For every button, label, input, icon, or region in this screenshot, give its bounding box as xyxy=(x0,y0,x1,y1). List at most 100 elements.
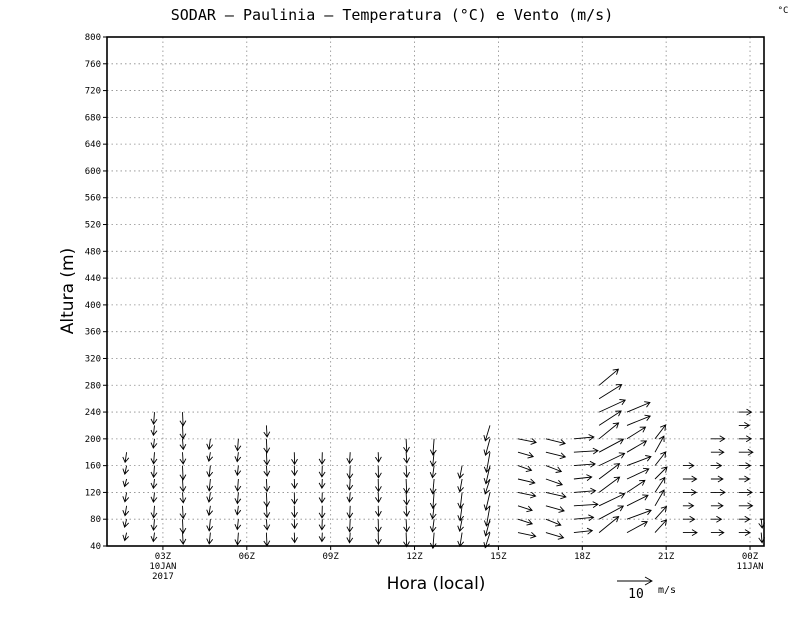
wind-vector xyxy=(710,529,725,536)
wind-vector xyxy=(150,438,158,449)
wind-vector xyxy=(375,519,382,533)
wind-vector xyxy=(483,532,491,549)
wind-vector xyxy=(545,478,564,487)
wind-vector xyxy=(291,505,298,519)
wind-vector xyxy=(122,452,130,464)
y-tick-label: 680 xyxy=(85,113,101,123)
y-axis-label: Altura (m) xyxy=(58,248,78,334)
y-tick-label: 800 xyxy=(85,33,101,43)
wind-vector xyxy=(122,532,130,542)
wind-vector xyxy=(626,479,646,493)
wind-vector xyxy=(234,519,242,531)
wind-vector xyxy=(263,532,271,547)
wind-vector xyxy=(598,463,621,480)
y-tick-label: 520 xyxy=(85,221,101,231)
reference-value: 10 xyxy=(628,587,644,602)
wind-vector xyxy=(403,452,411,464)
wind-vector xyxy=(263,505,271,519)
wind-vector xyxy=(598,505,625,520)
x-tick-label: 15Z xyxy=(490,552,507,562)
wind-vector xyxy=(682,462,695,469)
wind-vector xyxy=(429,519,437,533)
wind-vector xyxy=(375,478,382,493)
y-tick-label: 360 xyxy=(85,328,101,338)
y-axis: 40 80 120 160 200 240 280 320 360 400 440 480 520 560… xyxy=(85,33,764,552)
wind-vector xyxy=(738,435,753,443)
wind-vector xyxy=(682,529,698,536)
wind-vector xyxy=(150,452,158,465)
wind-vector xyxy=(545,518,562,527)
wind-vector xyxy=(206,492,214,503)
wind-vector xyxy=(483,452,491,474)
y-tick-label: 760 xyxy=(85,60,101,70)
wind-vector xyxy=(150,532,158,543)
y-tick-label: 280 xyxy=(85,381,101,391)
wind-vector xyxy=(150,519,158,531)
wind-vector xyxy=(626,494,649,507)
wind-vector xyxy=(318,532,326,543)
wind-vector xyxy=(654,476,666,493)
wind-vector xyxy=(710,435,726,443)
wind-vector xyxy=(545,532,565,540)
wind-vector xyxy=(483,438,491,457)
wind-vector xyxy=(545,505,565,513)
wind-vector xyxy=(403,465,410,479)
wind-vector xyxy=(206,532,214,545)
x-tick-label: 09Z xyxy=(323,552,340,562)
y-tick-label: 320 xyxy=(85,354,101,364)
wind-vector xyxy=(545,491,567,500)
wind-vector xyxy=(375,505,382,518)
y-tick-label: 240 xyxy=(85,408,101,418)
wind-vector xyxy=(403,519,410,533)
wind-vector xyxy=(457,505,465,522)
wind-vector xyxy=(206,438,214,451)
wind-vector xyxy=(682,515,696,523)
wind-vector xyxy=(291,465,298,477)
wind-vector xyxy=(234,505,242,516)
wind-vector xyxy=(403,478,410,494)
wind-vector xyxy=(291,532,298,544)
x-axis-label: Hora (local) xyxy=(387,574,486,594)
wind-vector xyxy=(429,465,437,479)
wind-vector xyxy=(598,422,620,440)
wind-vector xyxy=(710,515,723,523)
wind-vector xyxy=(234,438,242,452)
wind-vector xyxy=(573,447,599,455)
wind-vector xyxy=(122,505,130,517)
y-tick-label: 480 xyxy=(85,247,101,257)
wind-vector xyxy=(179,478,187,493)
wind-vector xyxy=(375,492,382,504)
y-tick-label: 400 xyxy=(85,301,101,311)
wind-vector xyxy=(654,451,667,466)
chart-title: SODAR – Paulinia – Temperatura (°C) e Ve… xyxy=(171,6,614,24)
wind-vector xyxy=(517,451,535,459)
wind-vector xyxy=(457,492,465,510)
wind-vector xyxy=(234,478,242,492)
wind-vector xyxy=(598,410,622,426)
wind-vector xyxy=(179,438,187,451)
wind-vector xyxy=(346,505,354,519)
wind-vector xyxy=(179,465,187,481)
wind-vector xyxy=(375,452,382,463)
wind-vector xyxy=(291,452,298,466)
y-tick-label: 640 xyxy=(85,140,101,150)
wind-vector xyxy=(483,505,491,527)
wind-vector xyxy=(122,478,130,488)
wind-vector xyxy=(122,492,130,503)
wind-vector xyxy=(457,478,464,493)
wind-vector xyxy=(545,438,566,446)
wind-vector xyxy=(598,492,626,507)
wind-vector xyxy=(150,492,158,503)
wind-vector xyxy=(179,492,187,504)
wind-vector xyxy=(710,502,724,510)
wind-vector xyxy=(291,519,298,530)
wind-vector xyxy=(710,462,723,469)
wind-vector xyxy=(346,519,354,533)
wind-vector xyxy=(429,478,437,495)
wind-vector xyxy=(346,492,354,503)
wind-vector xyxy=(179,519,187,535)
wind-vector xyxy=(150,505,158,519)
wind-vector xyxy=(206,519,214,532)
y-tick-label: 200 xyxy=(85,435,101,445)
